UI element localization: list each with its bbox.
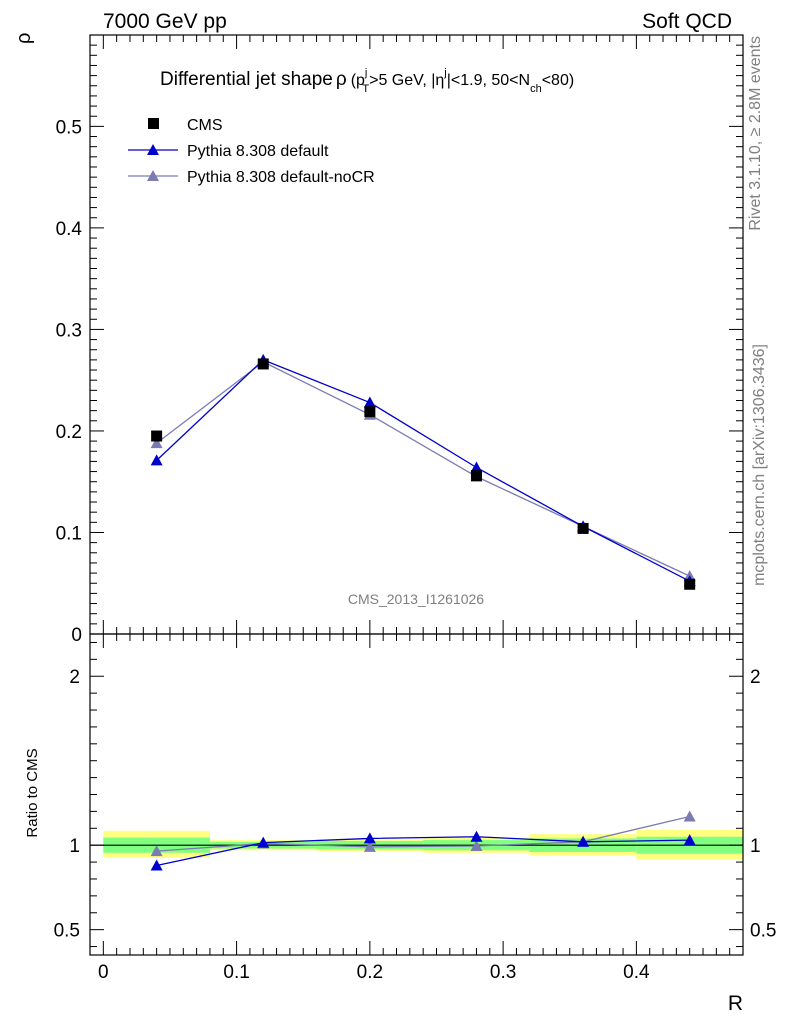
legend-marker-default — [147, 144, 159, 155]
ratio-point — [577, 835, 590, 847]
cms-point — [364, 406, 376, 418]
ratio-axis-label: Ratio to CMS — [24, 748, 41, 837]
x-axis-label: R — [728, 992, 743, 1015]
chart-title: Differential jet shape ρ (pj T>5 GeV, |ηj|<… — [160, 67, 574, 95]
axes — [89, 34, 744, 956]
x-tick-label: 0.1 — [223, 962, 249, 983]
mc-point — [150, 437, 163, 449]
x-tick-label: 0.4 — [623, 962, 650, 983]
mcplots-label: mcplots.cern.ch [arXiv:1306.3436] — [751, 344, 768, 586]
ratio-tick-label-right: 2 — [750, 667, 761, 688]
y-axis-label: ρ — [13, 33, 35, 44]
ratio-tick-label-right: 0.5 — [750, 921, 776, 942]
ratio-point — [257, 836, 270, 848]
y-tick-label: 0.5 — [56, 117, 82, 138]
ratio-point — [150, 845, 163, 857]
ratio-series-line — [156, 836, 690, 867]
y-tick-label: 0.4 — [56, 219, 83, 240]
series-line — [156, 359, 690, 582]
ratio-point — [683, 834, 696, 846]
mc-point — [363, 396, 376, 408]
ratio-point — [470, 830, 483, 842]
ratio-point — [363, 832, 376, 844]
x-tick-label: 0.3 — [490, 962, 516, 983]
ratio-point — [363, 840, 376, 852]
legend-label-cms: CMS — [187, 117, 223, 134]
ratio-tick-label: 0.5 — [54, 921, 80, 942]
y-tick-label: 0.1 — [56, 523, 82, 544]
legend: CMS Pythia 8.308 default Pythia 8.308 de… — [128, 117, 375, 186]
ratio-point — [683, 810, 696, 822]
x-tick-label: 0 — [98, 962, 109, 983]
series-line — [156, 361, 690, 577]
ratio-point — [470, 840, 483, 852]
ratio-tick-label: 1 — [69, 836, 80, 857]
cms-point — [257, 358, 269, 370]
y-tick-label: 0.3 — [56, 320, 82, 341]
cms-point — [577, 522, 589, 534]
y-tick-label: 0.2 — [56, 422, 82, 443]
rivet-label: Rivet 3.1.10, ≥ 2.8M events — [747, 36, 764, 231]
cms-point — [470, 470, 482, 482]
header-right: Soft QCD — [642, 10, 732, 33]
legend-label-nocr: Pythia 8.308 default-noCR — [187, 169, 375, 186]
mc-point — [470, 461, 483, 473]
tick-labels: 0 0.1 0.2 0.3 0.4 0 0.1 0.2 0.3 0.4 0.5 0.5 0.5 1 1 2 2 — [54, 117, 777, 983]
y-tick-label: 0 — [71, 625, 82, 646]
legend-marker-cms — [148, 118, 159, 129]
analysis-label: CMS_2013_I1261026 — [348, 591, 484, 607]
ratio-frame — [89, 633, 744, 956]
cms-point — [151, 430, 163, 442]
legend-label-default: Pythia 8.308 default — [187, 143, 329, 160]
series-layer — [150, 353, 696, 871]
mc-point — [150, 454, 163, 466]
ratio-tick-label-right: 1 — [750, 836, 761, 857]
x-tick-label: 0.2 — [357, 962, 383, 983]
ratio-tick-label: 2 — [69, 667, 80, 688]
ratio-series-line — [156, 815, 690, 852]
cms-point — [684, 578, 696, 590]
legend-marker-nocr — [147, 170, 159, 181]
header-left: 7000 GeV pp — [103, 10, 227, 33]
ratio-point — [150, 859, 163, 871]
